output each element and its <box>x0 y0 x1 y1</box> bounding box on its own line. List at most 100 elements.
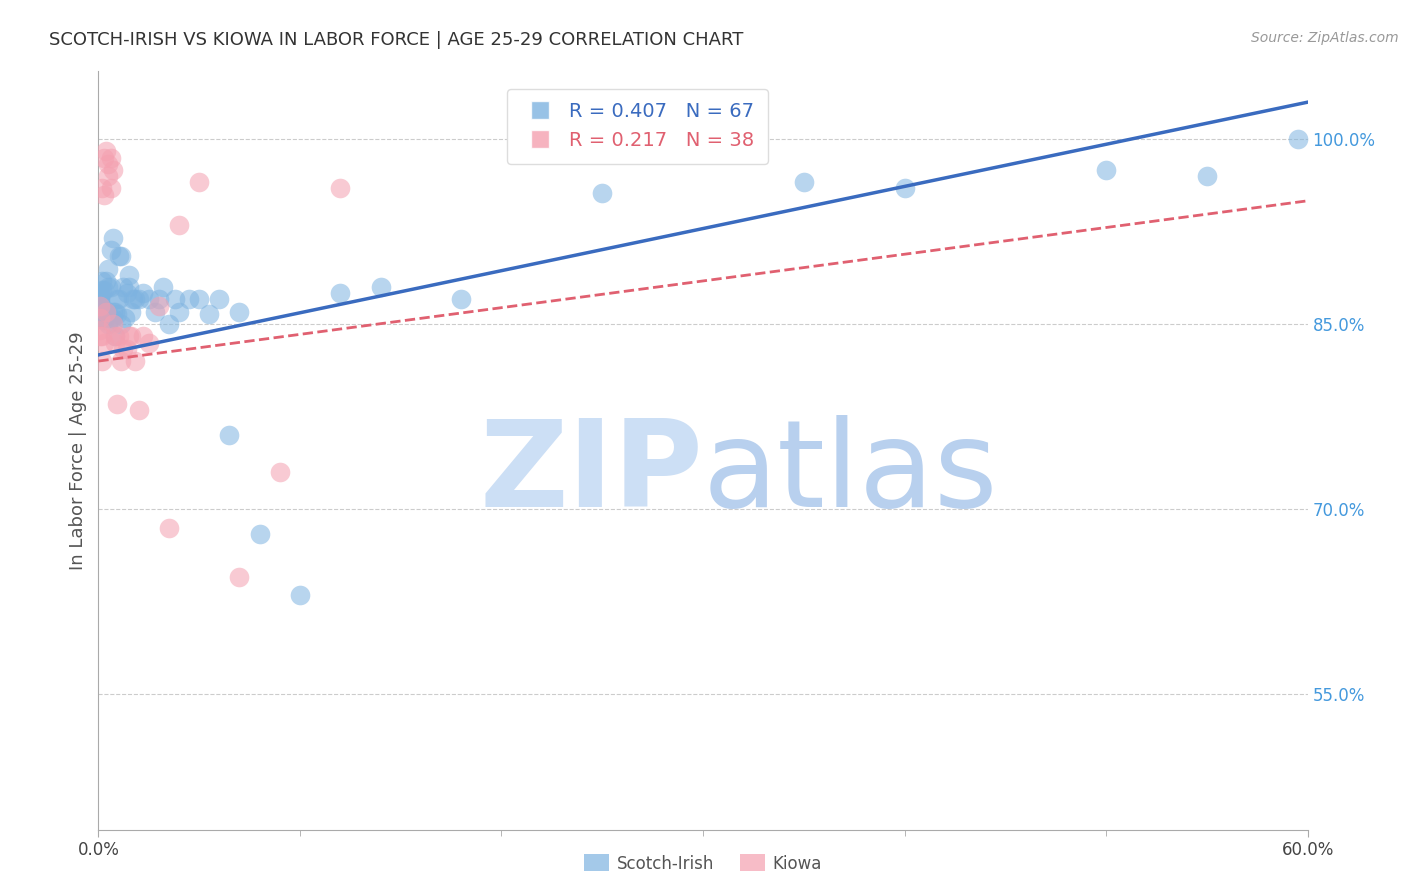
Point <box>115 342 138 356</box>
Point <box>157 317 180 331</box>
Point <box>101 163 124 178</box>
Point <box>111 280 134 294</box>
Point <box>97 280 120 294</box>
Point <box>110 317 132 331</box>
Point <box>228 305 250 319</box>
Point <box>103 329 125 343</box>
Text: SCOTCH-IRISH VS KIOWA IN LABOR FORCE | AGE 25-29 CORRELATION CHART: SCOTCH-IRISH VS KIOWA IN LABOR FORCE | A… <box>49 31 744 49</box>
Point <box>591 186 613 201</box>
Point <box>124 293 146 307</box>
Point <box>288 588 311 602</box>
Point <box>89 299 111 313</box>
Point <box>97 317 120 331</box>
Point <box>103 335 125 350</box>
Point <box>96 305 118 319</box>
Text: ZIP: ZIP <box>479 415 703 532</box>
Point <box>188 175 211 189</box>
Point <box>143 305 166 319</box>
Point <box>105 397 128 411</box>
Point <box>110 249 132 263</box>
Point <box>89 293 111 307</box>
Point <box>97 157 120 171</box>
Point <box>793 175 815 189</box>
Point <box>103 305 125 319</box>
Point <box>132 286 155 301</box>
Point <box>893 181 915 195</box>
Point <box>118 329 141 343</box>
Point <box>105 293 128 307</box>
Point <box>107 329 129 343</box>
Point <box>89 286 111 301</box>
Point <box>208 293 231 307</box>
Point <box>120 329 142 343</box>
Point <box>93 302 115 317</box>
Point <box>148 293 170 307</box>
Point <box>128 293 150 307</box>
Point <box>120 305 142 319</box>
Point <box>89 289 111 303</box>
Point <box>100 243 122 257</box>
Point <box>91 329 114 343</box>
Point <box>329 286 352 301</box>
Point <box>115 286 138 301</box>
Point <box>163 293 186 307</box>
Point <box>103 329 125 343</box>
Point <box>128 403 150 417</box>
Point <box>93 335 115 350</box>
Point <box>121 293 143 307</box>
Legend: Scotch-Irish, Kiowa: Scotch-Irish, Kiowa <box>576 847 830 880</box>
Point <box>93 283 115 297</box>
Point <box>93 151 115 165</box>
Y-axis label: In Labor Force | Age 25-29: In Labor Force | Age 25-29 <box>69 331 87 570</box>
Point <box>89 294 111 309</box>
Point <box>100 280 122 294</box>
Point <box>110 354 132 368</box>
Point <box>93 310 115 325</box>
Point <box>97 261 120 276</box>
Point <box>101 310 124 325</box>
Point <box>1095 163 1118 178</box>
Point <box>100 151 122 165</box>
Point <box>148 299 170 313</box>
Point <box>198 307 221 321</box>
Point <box>89 310 111 325</box>
Point <box>101 317 124 331</box>
Point <box>93 187 115 202</box>
Point <box>89 323 111 337</box>
Point <box>91 354 114 368</box>
Point <box>89 299 111 313</box>
Point <box>89 329 111 343</box>
Point <box>91 274 114 288</box>
Point <box>91 302 114 317</box>
Point <box>111 342 134 356</box>
Point <box>96 274 118 288</box>
Text: Source: ZipAtlas.com: Source: ZipAtlas.com <box>1251 31 1399 45</box>
Point <box>152 280 174 294</box>
Point <box>228 570 250 584</box>
Point <box>107 293 129 307</box>
Point <box>105 307 128 321</box>
Point <box>249 526 271 541</box>
Point <box>188 293 211 307</box>
Point <box>329 181 352 195</box>
Point <box>124 354 146 368</box>
Point <box>157 520 180 534</box>
Point <box>100 181 122 195</box>
Point <box>132 329 155 343</box>
Point <box>138 335 160 350</box>
Point <box>93 313 115 327</box>
Point <box>370 280 392 294</box>
Point <box>96 145 118 159</box>
Point <box>100 310 122 325</box>
Point <box>96 305 118 319</box>
Point <box>107 249 129 263</box>
Point <box>167 219 190 233</box>
Point <box>450 293 472 307</box>
Point <box>118 268 141 282</box>
Point <box>167 305 190 319</box>
Point <box>101 305 124 319</box>
Text: atlas: atlas <box>703 415 998 532</box>
Point <box>138 293 160 307</box>
Point <box>91 305 114 319</box>
Legend: R = 0.407   N = 67, R = 0.217   N = 38: R = 0.407 N = 67, R = 0.217 N = 38 <box>508 88 768 163</box>
